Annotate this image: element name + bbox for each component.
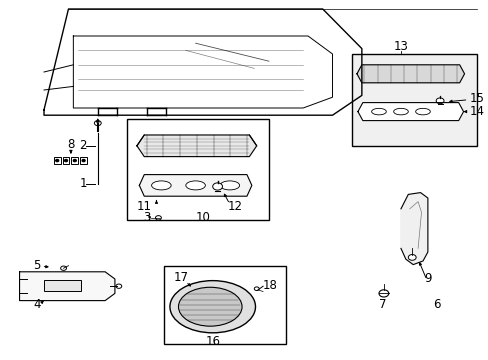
Circle shape: [64, 159, 67, 162]
Text: 2: 2: [79, 139, 87, 152]
Circle shape: [435, 98, 443, 104]
Circle shape: [73, 159, 76, 162]
Circle shape: [82, 159, 85, 162]
Bar: [127, 119, 268, 220]
Bar: [351, 54, 476, 146]
Ellipse shape: [185, 181, 205, 190]
Text: 10: 10: [195, 211, 210, 224]
Circle shape: [155, 216, 161, 220]
Ellipse shape: [151, 181, 171, 190]
Circle shape: [407, 255, 415, 260]
Text: 14: 14: [468, 105, 484, 118]
Bar: [163, 266, 285, 344]
Text: 4: 4: [33, 298, 41, 311]
FancyBboxPatch shape: [62, 157, 69, 164]
Text: 9: 9: [423, 273, 431, 285]
FancyBboxPatch shape: [54, 157, 61, 164]
Ellipse shape: [178, 287, 242, 326]
Text: 11: 11: [137, 201, 151, 213]
Polygon shape: [356, 65, 464, 83]
Circle shape: [378, 290, 388, 297]
Text: 13: 13: [393, 40, 407, 53]
Circle shape: [56, 159, 59, 162]
Polygon shape: [400, 193, 427, 265]
Text: 3: 3: [142, 211, 150, 224]
Ellipse shape: [220, 181, 239, 190]
Circle shape: [94, 121, 101, 126]
Text: 8: 8: [67, 138, 75, 150]
Circle shape: [254, 287, 259, 291]
Polygon shape: [139, 175, 251, 196]
Text: 6: 6: [432, 298, 440, 311]
Ellipse shape: [371, 108, 386, 115]
Text: 7: 7: [378, 298, 386, 311]
Polygon shape: [20, 272, 115, 301]
Text: 15: 15: [468, 93, 483, 105]
Ellipse shape: [415, 108, 429, 115]
FancyBboxPatch shape: [80, 157, 87, 164]
Text: 5: 5: [33, 259, 41, 272]
Ellipse shape: [170, 281, 255, 333]
Text: 18: 18: [263, 279, 277, 292]
Text: 17: 17: [173, 271, 188, 284]
Bar: [44, 280, 81, 291]
Circle shape: [116, 284, 122, 288]
Text: 16: 16: [205, 335, 220, 348]
FancyBboxPatch shape: [71, 157, 78, 164]
Polygon shape: [357, 103, 463, 121]
Circle shape: [61, 266, 66, 270]
Text: 12: 12: [227, 201, 242, 213]
Circle shape: [212, 183, 222, 190]
Polygon shape: [137, 135, 256, 157]
Ellipse shape: [393, 108, 407, 115]
Text: 1: 1: [79, 177, 87, 190]
